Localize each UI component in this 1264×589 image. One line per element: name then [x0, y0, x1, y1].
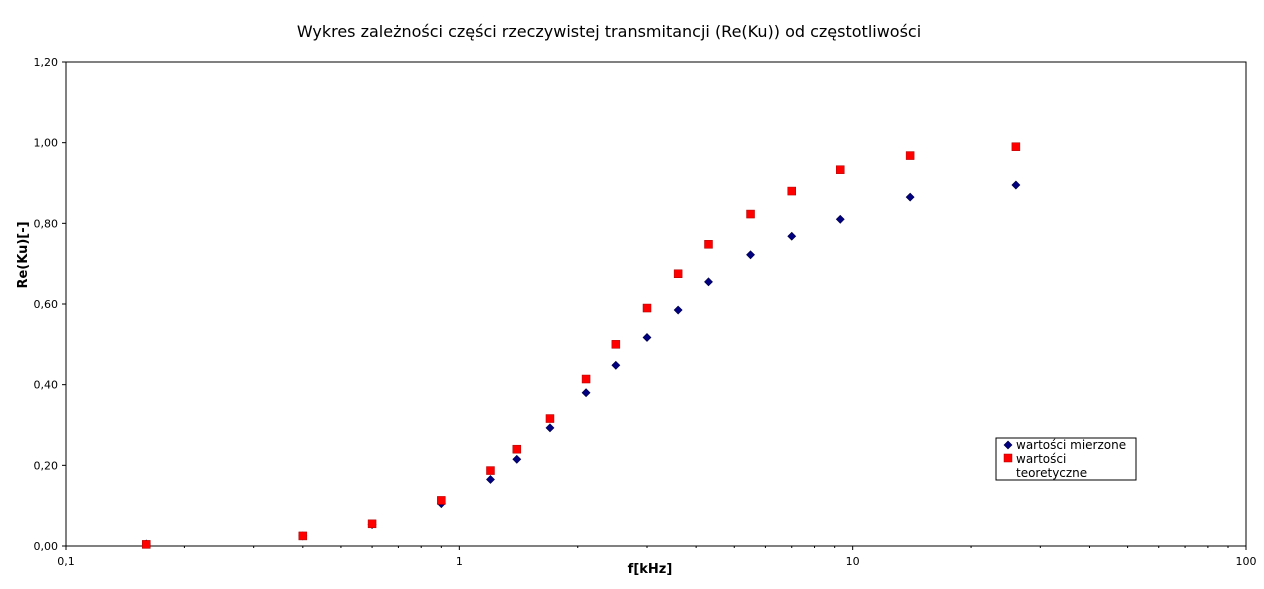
legend-label-theoretical-line1: wartości: [1016, 452, 1066, 466]
point-measured: [545, 423, 555, 433]
point-measured: [787, 231, 797, 241]
y-tick-label: 0,20: [34, 459, 59, 472]
point-theoretical: [437, 496, 446, 505]
point-theoretical: [905, 151, 915, 160]
point-measured: [611, 360, 621, 370]
x-tick-label: 10: [846, 555, 860, 568]
point-measured: [746, 250, 755, 260]
data-points: [141, 142, 1021, 549]
y-tick-label: 0,40: [34, 379, 59, 392]
point-measured: [486, 475, 495, 484]
point-theoretical: [367, 519, 377, 529]
x-axis: 0,1 1 10 100: [57, 546, 1257, 568]
point-theoretical: [704, 240, 713, 249]
chart-title: Wykres zależności części rzeczywistej tr…: [297, 22, 921, 41]
y-tick-label: 1,00: [34, 137, 59, 150]
point-theoretical: [545, 414, 555, 423]
point-theoretical: [486, 466, 495, 475]
point-theoretical: [787, 186, 796, 196]
point-theoretical: [142, 540, 151, 549]
y-axis-title: Re(Ku)[-]: [16, 221, 31, 288]
point-measured: [512, 454, 522, 464]
y-tick-label: 0,80: [34, 217, 59, 230]
point-theoretical: [836, 165, 845, 174]
legend-square-marker: [1003, 453, 1013, 463]
point-theoretical: [298, 531, 308, 541]
point-measured: [704, 277, 713, 287]
point-theoretical: [673, 269, 683, 278]
point-theoretical: [512, 444, 522, 454]
x-axis-title: f[kHz]: [628, 562, 673, 577]
legend-box: [995, 437, 1137, 481]
point-measured: [1011, 180, 1021, 190]
point-theoretical: [642, 303, 652, 313]
point-theoretical: [581, 374, 591, 384]
y-tick-label: 0,00: [34, 540, 59, 553]
point-theoretical: [611, 340, 621, 349]
legend: wartości mierzone wartości teoretyczne: [995, 437, 1137, 481]
point-theoretical: [746, 209, 755, 219]
point-measured: [642, 333, 652, 342]
legend-label-theoretical-line2: teoretyczne: [1016, 466, 1087, 480]
x-tick-label: 100: [1236, 555, 1257, 568]
x-tick-label: 0,1: [57, 555, 75, 568]
y-axis: 0,00 0,20 0,40 0,60 0,80 1,00 1,20: [34, 56, 66, 553]
legend-label-measured: wartości mierzone: [1016, 438, 1126, 452]
x-tick-label: 1: [456, 555, 463, 568]
point-measured: [581, 388, 591, 398]
y-tick-label: 0,60: [34, 298, 59, 311]
point-theoretical: [1011, 142, 1021, 151]
legend-diamond-marker: [1003, 440, 1013, 450]
point-measured: [673, 305, 683, 315]
point-measured: [905, 192, 915, 202]
point-measured: [835, 214, 845, 224]
y-tick-label: 1,20: [34, 56, 59, 69]
